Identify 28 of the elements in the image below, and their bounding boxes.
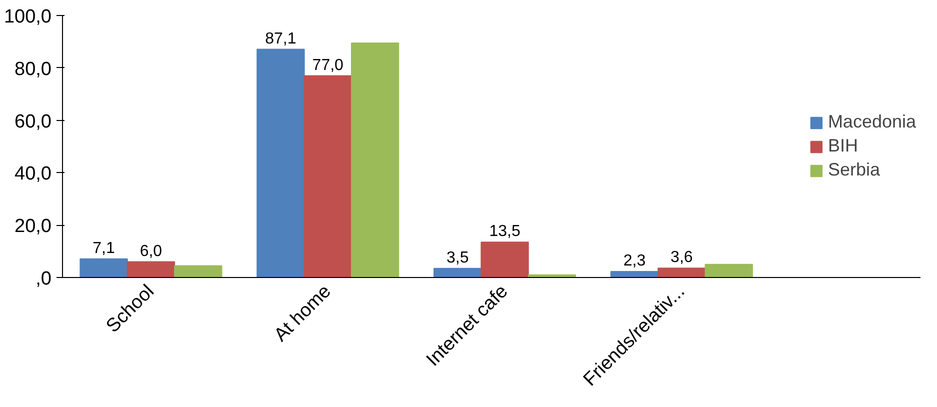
bar bbox=[126, 261, 176, 278]
data-label: 7,1 bbox=[92, 240, 115, 257]
data-label: 87,1 bbox=[265, 30, 296, 48]
y-tick-label: 40,0 bbox=[14, 164, 52, 185]
legend-label: BIH bbox=[828, 136, 858, 156]
data-label: 13,5 bbox=[489, 223, 520, 240]
bar bbox=[610, 270, 659, 278]
y-tick-label: 100,0 bbox=[4, 6, 52, 28]
bar bbox=[704, 264, 753, 278]
legend-label: Macedonia bbox=[828, 112, 916, 132]
bar bbox=[658, 268, 706, 278]
data-label: 3,5 bbox=[446, 249, 469, 266]
bar bbox=[480, 242, 529, 278]
bar bbox=[80, 258, 128, 278]
y-tick-label: 20,0 bbox=[14, 216, 52, 238]
legend-label: Serbia bbox=[828, 160, 880, 180]
bar bbox=[350, 42, 400, 278]
y-tick-label: ,0 bbox=[36, 268, 52, 290]
data-label: 6,0 bbox=[140, 242, 162, 260]
y-tick-label: 80,0 bbox=[14, 58, 52, 80]
data-label: 3,6 bbox=[670, 249, 693, 266]
bar bbox=[434, 268, 482, 278]
bar bbox=[174, 265, 222, 278]
y-tick-label: 60,0 bbox=[14, 111, 52, 132]
data-label: 77,0 bbox=[312, 56, 344, 74]
bar bbox=[256, 48, 305, 278]
data-label: 2,3 bbox=[623, 252, 646, 270]
bar bbox=[304, 75, 352, 278]
